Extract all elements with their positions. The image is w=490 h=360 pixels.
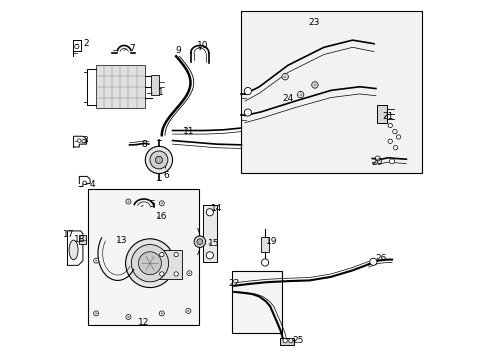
Circle shape	[160, 252, 164, 257]
Circle shape	[393, 130, 397, 134]
Circle shape	[159, 201, 164, 206]
Circle shape	[388, 123, 392, 128]
Text: 26: 26	[375, 254, 386, 263]
Circle shape	[127, 316, 129, 318]
Circle shape	[312, 82, 318, 88]
Circle shape	[161, 202, 163, 204]
Circle shape	[245, 109, 251, 116]
Text: 7: 7	[124, 44, 135, 53]
Bar	[203, 205, 217, 262]
Circle shape	[146, 146, 172, 174]
Circle shape	[77, 139, 81, 142]
Circle shape	[393, 145, 398, 150]
Text: 3: 3	[75, 136, 88, 145]
Circle shape	[187, 271, 192, 276]
Circle shape	[161, 312, 163, 315]
Text: 18: 18	[74, 235, 85, 244]
Text: 25: 25	[293, 336, 304, 345]
Circle shape	[262, 259, 269, 266]
Circle shape	[125, 239, 174, 288]
Bar	[280, 338, 294, 345]
Circle shape	[245, 87, 251, 95]
Text: 10: 10	[196, 41, 208, 50]
Bar	[261, 237, 269, 252]
Circle shape	[186, 309, 191, 314]
Text: 24: 24	[282, 94, 294, 103]
Text: 6: 6	[163, 166, 169, 180]
Text: 1: 1	[147, 87, 164, 96]
Circle shape	[174, 272, 178, 276]
Circle shape	[206, 252, 214, 259]
Circle shape	[127, 201, 129, 203]
Text: 23: 23	[308, 18, 319, 27]
Text: 19: 19	[266, 237, 278, 246]
Bar	[88, 189, 199, 325]
Circle shape	[197, 239, 203, 244]
Circle shape	[206, 209, 214, 216]
Text: 9: 9	[176, 46, 181, 55]
Circle shape	[283, 338, 287, 343]
Circle shape	[188, 272, 191, 274]
Circle shape	[396, 135, 401, 139]
Circle shape	[282, 73, 289, 80]
Circle shape	[194, 236, 205, 247]
Text: 12: 12	[138, 318, 149, 327]
Ellipse shape	[69, 240, 78, 260]
Text: 5: 5	[141, 200, 155, 209]
Circle shape	[390, 159, 394, 164]
Circle shape	[155, 156, 163, 163]
Circle shape	[94, 311, 98, 316]
Text: 8: 8	[136, 140, 147, 149]
Circle shape	[150, 151, 168, 169]
Circle shape	[289, 338, 293, 343]
Text: 4: 4	[85, 180, 96, 189]
Text: 22: 22	[228, 279, 239, 288]
Text: 17: 17	[63, 230, 74, 239]
Bar	[96, 65, 145, 108]
Circle shape	[74, 44, 79, 49]
Circle shape	[187, 310, 190, 312]
Circle shape	[126, 315, 131, 319]
Bar	[79, 235, 86, 244]
Circle shape	[159, 311, 164, 316]
Bar	[151, 75, 159, 95]
Circle shape	[131, 244, 169, 282]
Circle shape	[388, 139, 392, 143]
Bar	[158, 250, 181, 279]
Circle shape	[160, 272, 164, 276]
Circle shape	[375, 156, 380, 161]
Text: 16: 16	[156, 212, 168, 221]
Circle shape	[297, 91, 304, 98]
Text: 20: 20	[371, 158, 383, 167]
Circle shape	[94, 258, 98, 263]
Text: 11: 11	[183, 127, 194, 136]
Text: 13: 13	[116, 236, 127, 245]
Circle shape	[82, 139, 85, 143]
Bar	[377, 105, 387, 123]
Circle shape	[95, 312, 97, 315]
Bar	[241, 12, 422, 173]
Text: 2: 2	[76, 39, 89, 48]
Text: 14: 14	[211, 204, 223, 213]
Circle shape	[139, 252, 161, 275]
Circle shape	[174, 252, 178, 257]
Circle shape	[95, 260, 97, 262]
Bar	[232, 271, 282, 333]
Circle shape	[126, 199, 131, 204]
Circle shape	[83, 181, 87, 185]
Text: 21: 21	[383, 112, 394, 121]
Text: 15: 15	[208, 239, 219, 248]
Circle shape	[370, 258, 377, 265]
